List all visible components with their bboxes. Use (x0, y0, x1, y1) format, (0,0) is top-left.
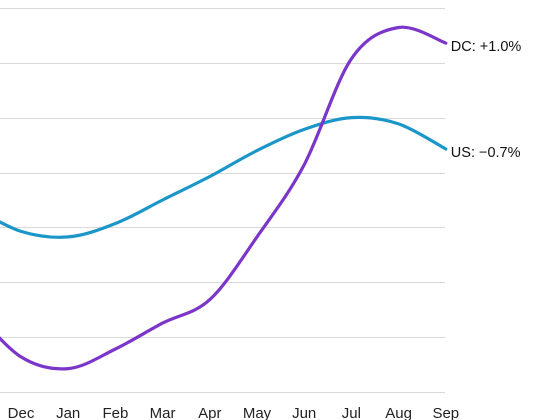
end-labels: US: −0.7% DC: +1.0% (451, 39, 522, 161)
x-tick-label-aug: Aug (385, 405, 412, 420)
x-tick-label-jun: Jun (292, 405, 316, 420)
x-tick-label-mar: Mar (150, 405, 176, 420)
x-tick-label-may: May (243, 405, 272, 420)
x-tick-label-sep: Sep (432, 405, 459, 420)
end-label-us: US: −0.7% (451, 145, 521, 161)
x-tick-label-feb: Feb (102, 405, 128, 420)
x-axis-ticks: Dec Jan Feb Mar Apr May Jun Jul Aug Sep (8, 405, 459, 420)
grid-lines (0, 8, 445, 393)
series-line-dc (0, 25, 448, 371)
x-tick-label-apr: Apr (198, 405, 221, 420)
x-tick-label-dec: Dec (8, 405, 35, 420)
end-label-dc: DC: +1.0% (451, 39, 522, 55)
x-tick-label-jan: Jan (56, 405, 80, 420)
series-line-us (0, 115, 448, 239)
series-layer (0, 25, 448, 371)
x-tick-label-jul: Jul (342, 405, 361, 420)
